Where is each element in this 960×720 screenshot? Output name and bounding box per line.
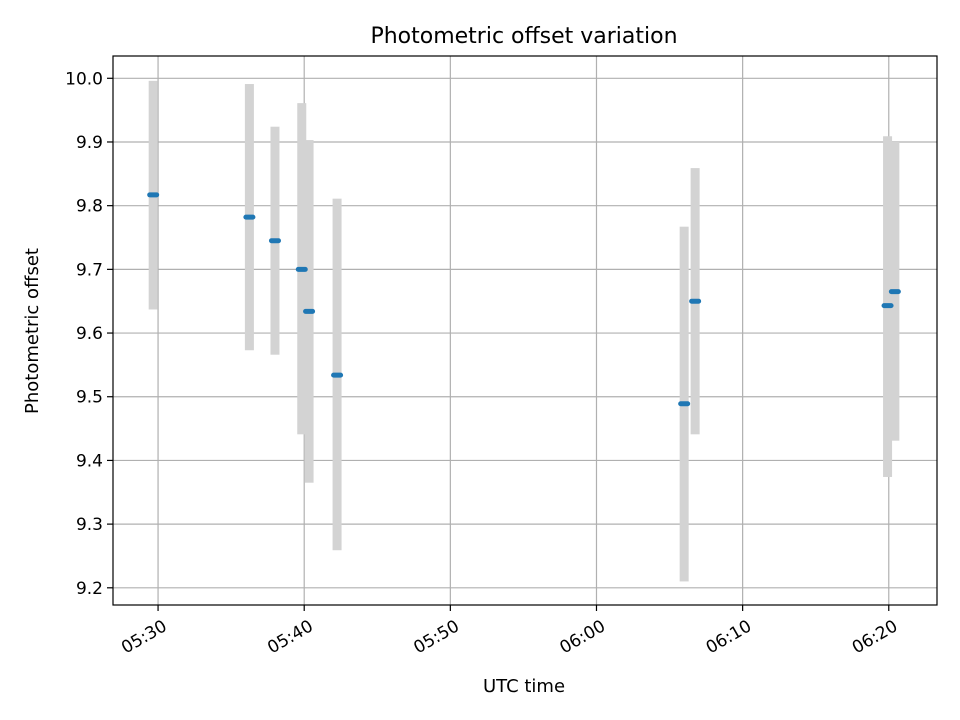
y-tick-label: 9.8 — [76, 197, 103, 217]
data-point — [295, 266, 308, 272]
x-tick-label: 06:00 — [557, 616, 609, 658]
data-point — [303, 308, 316, 314]
chart-title: Photometric offset variation — [370, 24, 677, 49]
x-tick-label: 06:10 — [703, 616, 755, 658]
data-point — [689, 298, 702, 304]
axis-ticks: 05:30 05:40 05:50 06:00 06:10 06:20 9.2 9.3 9.4 9… — [65, 69, 901, 658]
data-point — [243, 214, 256, 220]
x-tick-label: 06:20 — [849, 616, 901, 658]
grid-lines — [113, 56, 937, 605]
x-axis-label: UTC time — [483, 676, 565, 697]
error-bars — [148, 80, 900, 582]
y-axis-label: Photometric offset — [22, 248, 43, 414]
data-point — [331, 372, 344, 378]
y-tick-label: 9.3 — [76, 515, 103, 535]
data-point — [888, 289, 901, 295]
x-tick-label: 05:40 — [264, 616, 316, 658]
y-tick-label: 9.7 — [76, 260, 103, 280]
y-tick-label: 9.6 — [76, 324, 103, 344]
y-tick-label: 9.5 — [76, 388, 103, 408]
y-tick-label: 9.4 — [76, 451, 103, 471]
data-points — [147, 192, 901, 407]
data-point — [678, 401, 691, 407]
plot-area-frame — [112, 55, 938, 606]
y-tick-label: 9.9 — [76, 133, 103, 153]
y-tick-label: 10.0 — [65, 69, 103, 89]
data-point — [147, 192, 160, 198]
y-tick-label: 9.2 — [76, 579, 103, 599]
x-tick-label: 05:30 — [118, 616, 170, 658]
data-point — [268, 238, 281, 244]
data-point — [881, 303, 894, 309]
x-tick-label: 05:50 — [410, 616, 462, 658]
